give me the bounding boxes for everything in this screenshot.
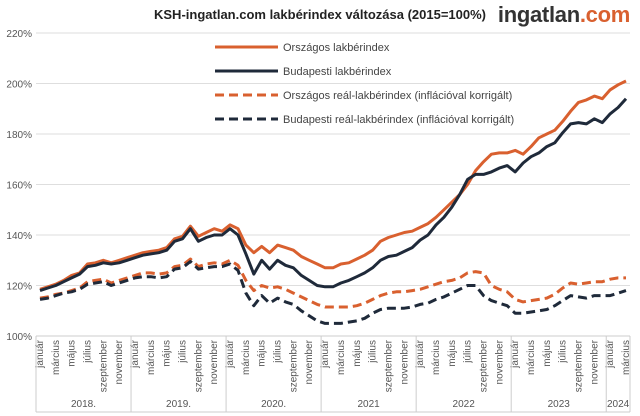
month-label: szeptember [383, 339, 394, 392]
year-label: 2024 [607, 399, 630, 410]
month-label: január [320, 339, 331, 368]
legend-label: Budapesti reál-lakbérindex (inflációval … [283, 114, 514, 126]
month-label: november [589, 339, 600, 384]
month-label: július [463, 340, 474, 364]
month-label: január [510, 339, 521, 368]
month-label: szeptember [574, 339, 585, 392]
month-label: január [35, 339, 46, 368]
y-tick-label: 160% [6, 181, 32, 192]
chart-title: KSH-ingatlan.com lakbérindex változása (… [154, 7, 486, 22]
month-label: május [67, 340, 78, 367]
month-label: március [146, 340, 157, 375]
month-label: március [241, 340, 252, 375]
year-label: 2018. [71, 399, 96, 410]
month-label: szeptember [478, 339, 489, 392]
month-label: július [273, 340, 284, 364]
series-line-4 [39, 260, 627, 325]
month-label: szeptember [98, 339, 109, 392]
series-line-1 [39, 79, 627, 291]
y-tick-label: 200% [6, 80, 32, 91]
year-label: 2022 [453, 399, 476, 410]
logo-suffix: .com [579, 2, 630, 27]
month-label: március [51, 340, 62, 375]
logo-main: ingatlan [497, 2, 580, 27]
month-label: szeptember [288, 339, 299, 392]
y-tick-label: 140% [6, 231, 32, 242]
month-label: július [558, 340, 569, 364]
month-label: november [114, 339, 125, 384]
month-label: november [209, 339, 220, 384]
month-label: január [225, 339, 236, 368]
month-label: március [621, 340, 632, 375]
month-label: november [399, 339, 410, 384]
month-label: január [130, 339, 141, 368]
legend-label: Budapesti lakbérindex [283, 66, 392, 78]
series-line-2 [39, 97, 628, 293]
year-label: 2019. [166, 399, 191, 410]
month-label: november [304, 339, 315, 384]
y-tick-label: 100% [6, 332, 32, 343]
legend-label: Országos reál-lakbérindex (inflációval k… [283, 90, 512, 102]
month-label: május [162, 340, 173, 367]
month-label: szeptember [193, 339, 204, 392]
month-label: május [542, 340, 553, 367]
y-tick-label: 120% [6, 282, 32, 293]
series-line-3 [39, 257, 626, 309]
month-label: július [368, 340, 379, 364]
month-label: május [352, 340, 363, 367]
month-label: március [336, 340, 347, 375]
year-label: 2020. [261, 399, 286, 410]
y-tick-label: 180% [6, 130, 32, 141]
year-label: 2023 [548, 399, 571, 410]
month-label: január [605, 339, 616, 368]
year-label: 2021 [358, 399, 381, 410]
month-label: március [431, 340, 442, 375]
month-label: november [494, 339, 505, 384]
month-label: május [447, 340, 458, 367]
month-label: március [526, 340, 537, 375]
y-tick-label: 220% [6, 29, 32, 40]
month-label: július [178, 340, 189, 364]
ingatlan-logo: ingatlan.com [498, 2, 630, 28]
legend-label: Országos lakbérindex [283, 42, 390, 54]
month-label: január [415, 339, 426, 368]
month-label: május [257, 340, 268, 367]
month-label: július [82, 340, 93, 364]
